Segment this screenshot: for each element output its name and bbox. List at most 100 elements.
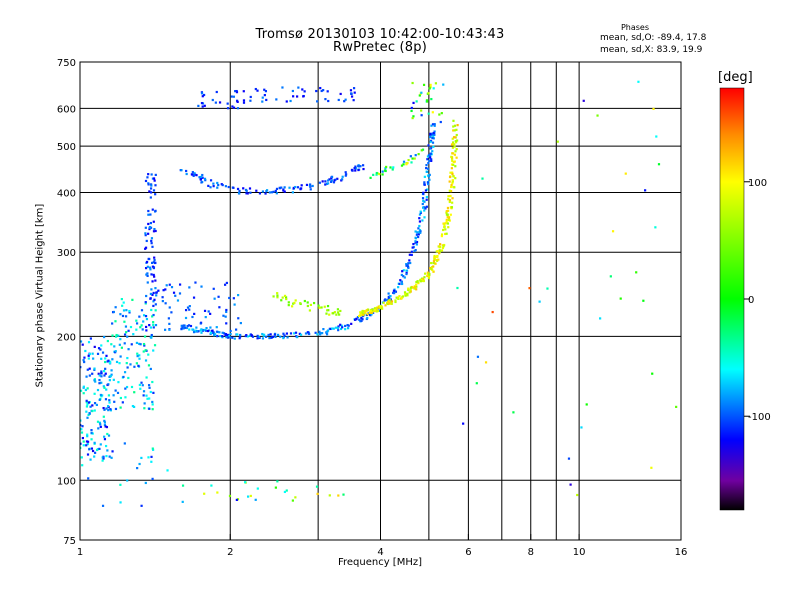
data-point: [450, 155, 453, 158]
data-point: [152, 323, 155, 326]
data-point: [353, 167, 356, 170]
data-point: [135, 322, 139, 325]
data-point: [412, 101, 415, 105]
data-point: [651, 372, 654, 375]
data-point: [123, 342, 126, 345]
data-point: [198, 176, 201, 179]
data-point: [174, 294, 177, 297]
data-point: [451, 137, 454, 140]
data-point: [143, 344, 146, 347]
data-point: [113, 400, 116, 403]
data-point: [152, 273, 155, 277]
data-point: [184, 309, 188, 312]
data-point: [427, 154, 430, 157]
data-point: [85, 401, 88, 404]
data-point: [339, 309, 342, 313]
data-point: [451, 152, 454, 155]
data-point: [417, 153, 420, 156]
data-point: [137, 364, 140, 367]
data-point: [332, 181, 336, 184]
data-point: [86, 440, 90, 443]
data-point: [93, 409, 96, 412]
data-point: [242, 90, 245, 93]
data-point: [235, 89, 238, 93]
data-point: [80, 442, 82, 445]
data-point: [207, 184, 210, 187]
data-point: [400, 297, 403, 300]
data-point: [212, 287, 215, 290]
data-point: [655, 135, 658, 138]
data-point: [152, 313, 155, 317]
data-point: [405, 263, 408, 266]
data-point: [129, 363, 132, 366]
data-point: [439, 120, 442, 124]
data-point: [91, 449, 95, 453]
data-point: [596, 114, 599, 117]
data-point: [413, 249, 416, 253]
data-point: [154, 303, 157, 306]
data-point: [411, 286, 415, 289]
data-point: [453, 160, 456, 163]
data-point: [421, 197, 425, 200]
data-point: [148, 225, 152, 229]
data-point: [153, 258, 156, 262]
data-point: [429, 85, 432, 89]
data-point: [339, 323, 342, 326]
data-point: [181, 500, 184, 503]
data-point: [146, 176, 149, 179]
data-point: [216, 186, 219, 189]
data-point: [475, 382, 478, 385]
data-point: [103, 419, 106, 423]
data-point: [154, 209, 157, 212]
data-point: [450, 167, 453, 170]
data-point: [291, 499, 294, 502]
x-tick-label: 8: [528, 547, 534, 558]
data-point: [188, 305, 191, 308]
data-point: [149, 297, 152, 300]
data-point: [191, 315, 194, 319]
data-point: [434, 82, 438, 85]
data-point: [151, 400, 154, 404]
data-point: [196, 329, 199, 333]
data-point: [123, 320, 126, 323]
data-point: [442, 83, 445, 86]
data-point: [349, 89, 353, 92]
data-point: [432, 137, 435, 140]
data-point: [427, 92, 430, 95]
data-point: [145, 376, 148, 379]
data-point: [451, 172, 454, 176]
data-point: [453, 145, 456, 148]
data-point: [105, 425, 109, 429]
data-point: [427, 112, 430, 115]
data-point: [450, 185, 453, 189]
data-point: [188, 328, 191, 331]
data-point: [151, 380, 154, 384]
data-point: [147, 209, 150, 213]
data-point: [150, 336, 153, 339]
data-point: [325, 333, 329, 336]
data-point: [188, 308, 191, 311]
data-point: [282, 189, 285, 192]
data-point: [278, 186, 281, 189]
data-point: [318, 181, 321, 184]
data-point: [237, 294, 240, 297]
data-point: [107, 394, 111, 397]
data-point: [357, 168, 360, 172]
data-point: [426, 271, 429, 274]
data-point: [147, 384, 151, 387]
data-point: [431, 123, 435, 126]
data-point: [249, 99, 252, 102]
data-point: [132, 333, 135, 336]
data-point: [123, 442, 126, 445]
data-point: [431, 150, 434, 153]
data-point: [150, 191, 153, 194]
data-point: [212, 331, 215, 334]
data-point: [100, 357, 103, 360]
data-point: [207, 310, 210, 313]
data-point: [419, 280, 422, 283]
data-point: [430, 159, 433, 162]
data-point: [306, 301, 309, 304]
data-point: [407, 266, 410, 269]
data-point: [246, 495, 250, 498]
data-point: [238, 189, 241, 193]
